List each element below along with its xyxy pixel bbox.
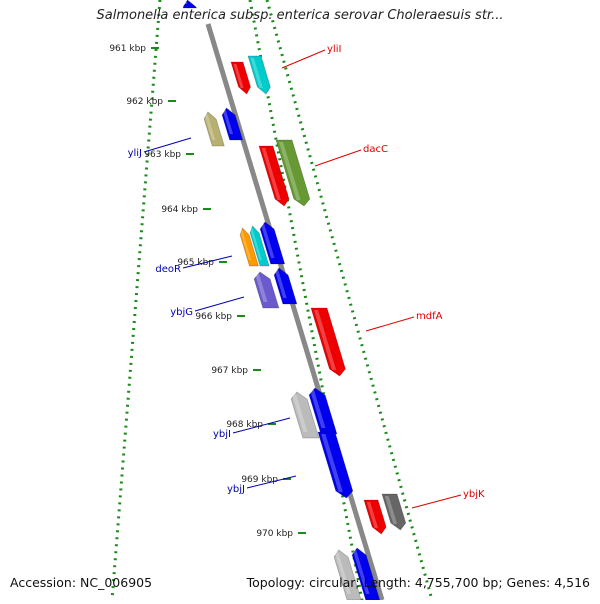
gene-arrow[interactable] — [181, 0, 197, 9]
gene-arrow[interactable] — [310, 307, 348, 377]
gene-labels-layer[interactable]: yliI dacC mdfA ybjK yliJ deoR ybjG ybjI ybjJ — [128, 44, 485, 509]
gene-leader-line — [365, 316, 415, 332]
features-layer[interactable] — [181, 0, 408, 601]
gene-feature[interactable] — [275, 139, 312, 207]
gene-highlight — [310, 390, 326, 428]
gene-highlight — [239, 230, 252, 260]
tick-dotted-line — [265, 0, 434, 601]
gene-feature[interactable] — [363, 499, 388, 535]
gene-arrow[interactable] — [230, 61, 253, 95]
tick-dots-layer — [110, 0, 434, 601]
gene-leader-line — [314, 149, 362, 167]
gene-leader-line — [246, 475, 297, 489]
gene-feature[interactable] — [202, 111, 225, 147]
gene-arrow[interactable] — [252, 271, 280, 309]
gene-leader-line — [281, 49, 326, 69]
ruler-label: 963 kbp — [144, 150, 181, 160]
gene-leader-line — [194, 296, 245, 312]
gene-arrow[interactable] — [220, 107, 244, 141]
ruler-label: 969 kbp — [241, 475, 278, 485]
gene-highlight — [233, 64, 244, 88]
gene-arrow[interactable] — [272, 267, 298, 305]
gene-highlight — [204, 114, 216, 140]
gene-label-ybjJ[interactable]: ybjJ — [227, 484, 245, 495]
gene-arrow[interactable] — [247, 55, 272, 95]
gene-highlight — [183, 2, 188, 4]
gene-arrow[interactable] — [202, 111, 225, 147]
gene-highlight — [261, 148, 281, 200]
genome-backbone — [205, 23, 385, 601]
gene-highlight — [366, 502, 379, 528]
gene-feature[interactable] — [238, 227, 260, 267]
gene-feature[interactable] — [258, 145, 291, 207]
gene-highlight — [279, 142, 301, 200]
gene-leader-line — [411, 494, 462, 509]
ruler-label: 965 kbp — [177, 258, 214, 268]
ruler-label: 964 kbp — [161, 205, 198, 215]
gene-leader-line — [232, 417, 291, 434]
tick-dotted-line — [110, 0, 162, 601]
backbone-layer — [205, 23, 385, 601]
gene-feature[interactable] — [258, 221, 286, 265]
ruler-label: 961 kbp — [109, 44, 146, 54]
gene-label-ybjG[interactable]: ybjG — [170, 307, 193, 318]
gene-highlight — [255, 274, 268, 302]
gene-highlight — [314, 310, 337, 370]
gene-feature[interactable] — [317, 431, 355, 499]
gene-arrow[interactable] — [289, 391, 320, 439]
accession-text: Accession: NC_006905 — [10, 575, 153, 590]
genome-summary-text: Topology: circular; Length: 4,755,700 bp… — [246, 575, 590, 590]
gene-highlight — [384, 496, 398, 524]
gene-arrow[interactable] — [275, 139, 312, 207]
gene-feature[interactable] — [310, 307, 348, 377]
gene-label-ybjK[interactable]: ybjK — [463, 489, 485, 500]
sequence-title: Salmonella enterica subsp. enterica sero… — [96, 8, 504, 23]
gene-label-ybjI[interactable]: ybjI — [213, 429, 231, 440]
gene-feature[interactable] — [252, 271, 280, 309]
gene-label-mdfA[interactable]: mdfA — [416, 311, 443, 322]
ruler-label: 970 kbp — [256, 529, 293, 539]
gene-feature[interactable] — [247, 55, 272, 95]
ruler-labels-layer: 961 kbp 962 kbp 963 kbp 964 kbp 965 kbp 966 k… — [109, 44, 306, 539]
gene-highlight — [222, 110, 234, 134]
gene-leader-line — [143, 137, 192, 153]
gene-arrow[interactable] — [258, 221, 286, 265]
gene-feature[interactable] — [381, 493, 408, 531]
ruler-label: 968 kbp — [226, 420, 263, 430]
gene-feature[interactable] — [289, 391, 320, 439]
gene-highlight — [334, 552, 351, 594]
gene-feature[interactable] — [230, 61, 253, 95]
gene-arrow[interactable] — [238, 227, 260, 267]
gene-feature[interactable] — [248, 225, 270, 267]
gene-arrow[interactable] — [317, 431, 355, 499]
gene-highlight — [249, 228, 262, 260]
gene-label-deoR[interactable]: deoR — [155, 264, 181, 275]
gene-highlight — [292, 394, 308, 432]
gene-label-yliJ[interactable]: yliJ — [128, 148, 142, 159]
gene-highlight — [321, 434, 343, 492]
gene-arrow[interactable] — [363, 499, 388, 535]
gene-arrow[interactable] — [248, 225, 270, 267]
gene-feature[interactable] — [272, 267, 298, 305]
gene-label-yliI[interactable]: yliI — [327, 44, 341, 55]
gene-leader-line — [182, 255, 233, 269]
ruler-label: 966 kbp — [195, 312, 232, 322]
gene-highlight — [260, 224, 275, 258]
gene-highlight — [352, 550, 370, 594]
gene-label-dacC[interactable]: dacC — [363, 144, 388, 155]
gene-highlight — [274, 270, 287, 298]
ruler-label: 967 kbp — [211, 366, 248, 376]
gene-highlight — [250, 58, 263, 88]
ruler-label: 962 kbp — [126, 97, 163, 107]
gene-feature[interactable] — [181, 0, 197, 9]
gene-arrow[interactable] — [381, 493, 408, 531]
gene-arrow[interactable] — [258, 145, 291, 207]
gene-feature[interactable] — [220, 107, 244, 141]
